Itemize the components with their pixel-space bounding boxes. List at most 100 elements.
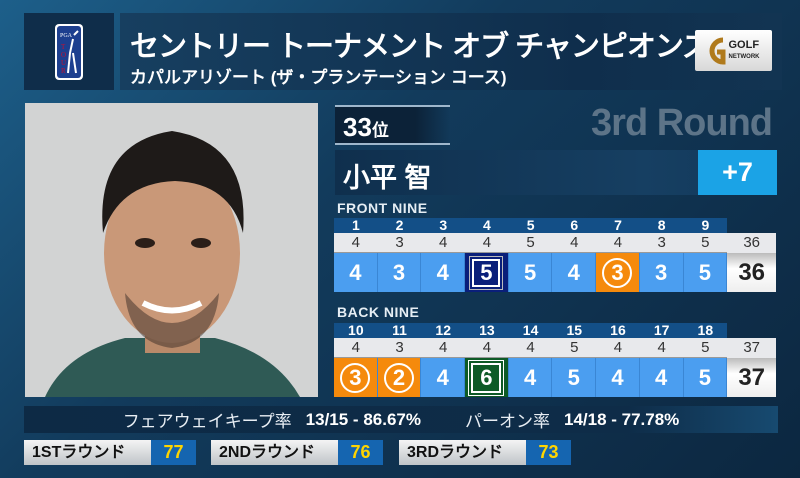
hole-number: 1 [334, 218, 378, 233]
gir-value: 14/18 - 77.78% [563, 409, 680, 429]
score-total: 36 [727, 253, 777, 292]
hole-score-birdie: 2 [377, 358, 422, 397]
hole-par: 5 [552, 338, 597, 358]
back-nine-scorecard: 10 11 12 13 14 15 16 17 18 4 3 4 4 4 5 4 4 5 37 3 2 4 6 4 5 4 4 5 37 [334, 323, 777, 397]
hole-number: 3 [421, 218, 466, 233]
tournament-header: セントリー トーナメント オブ チャンピオンズ カパルアリゾート (ザ・プランテ… [120, 13, 782, 90]
hole-par: 4 [508, 338, 553, 358]
back-nine-label: BACK NINE [337, 304, 420, 320]
hole-score-birdie: 3 [334, 358, 378, 397]
hole-number: 10 [334, 323, 378, 338]
golf-network-logo: GOLF NETWORK [695, 30, 772, 71]
score-value: 4 [655, 364, 668, 390]
hole-score-par: 5 [552, 358, 597, 397]
rank-suffix: 位 [371, 121, 389, 140]
hole-par: 4 [596, 338, 640, 358]
hole-par: 3 [377, 338, 422, 358]
round-score: 73 [526, 440, 571, 465]
hole-number: 5 [508, 218, 553, 233]
round-label: 1STラウンド [24, 440, 151, 465]
round-1-score: 1STラウンド 77 [24, 440, 196, 465]
score-value: 4 [523, 364, 537, 390]
round-3-score: 3RDラウンド 73 [399, 440, 571, 465]
score-value: 5 [567, 364, 580, 390]
hole-score-par: 4 [421, 253, 466, 292]
round-label: 3RDラウンド [399, 440, 526, 465]
score-value: 6 [468, 359, 505, 396]
par-total: 37 [727, 338, 777, 358]
hole-par: 4 [334, 338, 378, 358]
pga-tour-logo: PGA T O U R [24, 13, 114, 90]
hole-score-birdie: 3 [596, 253, 640, 292]
hole-score-bogey: 5 [465, 253, 509, 292]
hole-score-par: 4 [639, 358, 684, 397]
round-label: 3rd Round [591, 102, 773, 144]
score-value: 5 [698, 364, 711, 390]
score-value: 4 [436, 259, 449, 285]
hole-score-par: 4 [421, 358, 466, 397]
round-2-score: 2NDラウンド 76 [211, 440, 383, 465]
fairway-label: フェアウェイキープ率 [122, 412, 292, 431]
hole-number: 9 [683, 218, 728, 233]
hole-score-par: 3 [377, 253, 422, 292]
par-total: 36 [727, 233, 777, 253]
stats-bar: フェアウェイキープ率 13/15 - 86.67% パーオン率 14/18 - … [24, 406, 778, 433]
score-value: 3 [655, 259, 668, 285]
hole-par: 4 [552, 233, 597, 253]
svg-text:R: R [61, 67, 66, 75]
svg-text:PGA: PGA [60, 33, 73, 39]
score-value: 5 [698, 259, 711, 285]
hole-number: 14 [508, 323, 553, 338]
hole-score-par: 4 [334, 253, 378, 292]
player-photo [25, 103, 318, 397]
hole-score-par: 5 [508, 253, 553, 292]
hole-number: 15 [552, 323, 597, 338]
round-score: 77 [151, 440, 196, 465]
hole-number: 6 [552, 218, 597, 233]
hole-number: 17 [639, 323, 684, 338]
rank: 33位 [335, 105, 450, 145]
svg-text:T: T [61, 43, 66, 51]
rank-value: 33 [343, 112, 372, 142]
hole-par: 3 [639, 233, 684, 253]
score-value: 4 [611, 364, 624, 390]
hole-score-dbogey: 6 [465, 358, 509, 397]
hole-number: 13 [465, 323, 509, 338]
hole-par: 4 [465, 233, 509, 253]
hole-par: 4 [334, 233, 378, 253]
hole-number: 2 [377, 218, 422, 233]
score-value: 3 [340, 362, 371, 393]
score-value: 4 [436, 364, 449, 390]
hole-number: 8 [639, 218, 684, 233]
spacer [727, 218, 776, 233]
player-name: 小平 智 [343, 163, 432, 193]
spacer [727, 323, 776, 338]
hole-par: 5 [508, 233, 553, 253]
fairway-value: 13/15 - 86.67% [305, 409, 421, 429]
hole-score-par: 5 [683, 358, 728, 397]
score-value: 3 [392, 259, 406, 285]
score-value: 3 [602, 257, 633, 288]
svg-text:O: O [61, 51, 66, 59]
hole-number: 16 [596, 323, 640, 338]
tournament-title: セントリー トーナメント オブ チャンピオンズ [130, 31, 711, 63]
hole-score-par: 4 [552, 253, 597, 292]
hole-par: 5 [683, 233, 728, 253]
to-par-badge: +7 [698, 150, 777, 195]
score-value: 5 [523, 259, 537, 285]
round-score: 76 [338, 440, 383, 465]
hole-score-par: 4 [596, 358, 640, 397]
score-total: 37 [727, 358, 777, 397]
score-value: 4 [349, 259, 362, 285]
svg-text:U: U [61, 59, 66, 67]
course-name: カパルアリゾート (ザ・プランテーション コース) [130, 68, 507, 87]
score-value: 4 [567, 259, 580, 285]
hole-score-par: 5 [683, 253, 728, 292]
hole-par: 4 [465, 338, 509, 358]
score-value: 5 [472, 258, 501, 287]
hole-par: 4 [639, 338, 684, 358]
hole-number: 12 [421, 323, 466, 338]
hole-score-par: 4 [508, 358, 553, 397]
round-label: 2NDラウンド [211, 440, 338, 465]
hole-par: 3 [377, 233, 422, 253]
